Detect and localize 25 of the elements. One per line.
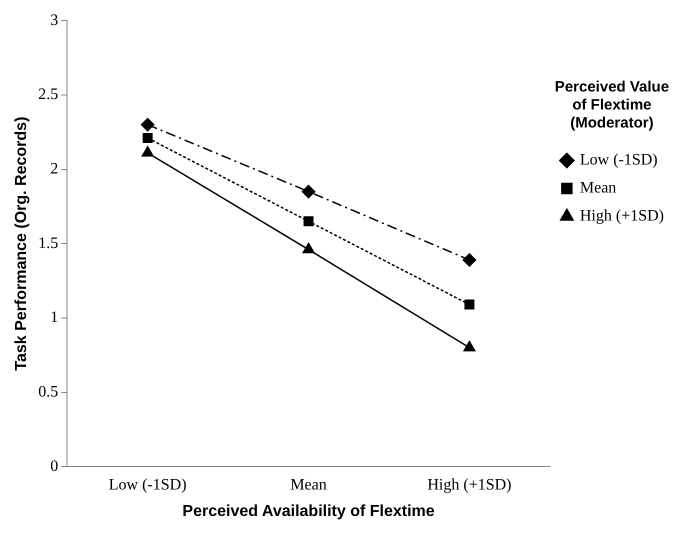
point <box>142 146 154 157</box>
y-axis-title: Task Performance (Org. Records) <box>13 116 30 371</box>
y-tick-label: 3 <box>50 12 58 29</box>
point <box>304 216 314 226</box>
y-tick-label: 2.5 <box>38 86 58 104</box>
y-tick-label: 0.5 <box>38 383 58 400</box>
y-tick-label: 1 <box>50 309 58 326</box>
x-axis-title: Perceived Availability of Flextime <box>182 502 435 520</box>
legend-label: Low (-1SD) <box>580 152 658 169</box>
point <box>302 242 314 254</box>
legend-label: Mean <box>580 180 616 197</box>
y-tick-label: 0 <box>50 458 58 475</box>
point <box>463 340 476 352</box>
x-tick-label: Mean <box>290 476 327 494</box>
point <box>462 253 476 267</box>
legend-title: Perceived Value of Flextime (Moderator) <box>554 78 670 132</box>
point <box>302 184 316 198</box>
legend-label: High (+1SD) <box>580 208 664 225</box>
point <box>142 133 153 144</box>
y-tick-label: 1.5 <box>38 234 58 252</box>
point <box>140 118 154 132</box>
point <box>464 300 474 310</box>
x-tick-label: High (+1SD) <box>427 476 512 494</box>
y-tick-label: 2 <box>50 160 58 178</box>
x-tick-label: Low (-1SD) <box>108 476 187 494</box>
